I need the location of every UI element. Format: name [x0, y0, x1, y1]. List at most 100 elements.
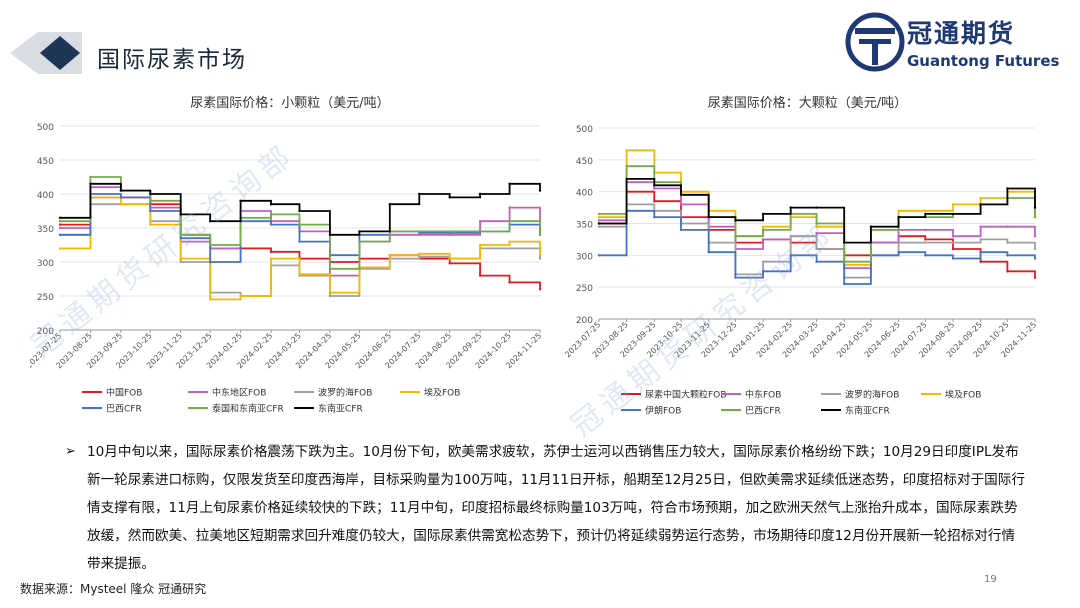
data-point — [679, 203, 683, 206]
data-point — [269, 250, 273, 253]
data-point — [58, 216, 62, 219]
data-point — [789, 206, 792, 209]
logo-chinese-name: 冠通期货 — [907, 19, 1016, 48]
y-tick-label: 400 — [576, 189, 593, 199]
data-point — [388, 203, 392, 206]
data-point — [815, 222, 818, 225]
data-point — [179, 213, 182, 216]
data-point — [418, 192, 421, 196]
page-title: 国际尿素市场 — [97, 47, 247, 73]
legend-label: 中国FOB — [106, 387, 142, 399]
data-point — [538, 288, 542, 291]
data-point — [761, 238, 765, 241]
data-point — [924, 241, 927, 244]
data-point — [951, 235, 955, 238]
data-point — [478, 230, 482, 233]
data-point — [1033, 257, 1037, 260]
data-point — [1033, 215, 1037, 219]
data-point — [149, 223, 152, 226]
data-point — [179, 260, 182, 264]
data-point — [653, 184, 656, 187]
data-point — [119, 203, 123, 206]
series-line — [60, 196, 541, 301]
data-point — [298, 209, 301, 213]
data-point — [269, 257, 273, 260]
logo-emblem-icon — [845, 12, 905, 72]
y-tick-label: 200 — [576, 316, 593, 326]
data-point — [508, 240, 511, 243]
data-point — [979, 260, 982, 263]
data-point — [149, 209, 152, 213]
data-point — [1006, 241, 1009, 244]
data-point — [58, 220, 62, 223]
data-point — [58, 226, 62, 230]
legend-label: 巴西CFR — [106, 404, 142, 415]
data-point — [418, 233, 421, 236]
analysis-paragraph: ➢ 10月中旬以来，国际尿素价格震荡下跌为主。10月份下旬，欧美需求疲软，苏伊士… — [65, 438, 1025, 578]
data-point — [328, 267, 332, 270]
analysis-text: 10月中旬以来，国际尿素价格震荡下跌为主。10月份下旬，欧美需求疲软，苏伊士运河… — [87, 444, 1025, 572]
data-point — [842, 241, 846, 244]
data-point — [625, 165, 628, 168]
data-point — [208, 260, 212, 264]
data-point — [679, 193, 683, 197]
data-point — [597, 212, 601, 216]
data-point — [269, 213, 273, 216]
data-point — [448, 230, 451, 233]
data-point — [508, 247, 511, 250]
data-point — [951, 247, 955, 251]
data-point — [1006, 187, 1009, 190]
y-tick-label: 450 — [576, 157, 593, 167]
data-point — [149, 192, 152, 196]
data-point — [239, 199, 242, 202]
legend-label: 巴西CFR — [745, 406, 781, 417]
y-tick-label: 300 — [37, 259, 54, 269]
data-point — [179, 257, 182, 260]
data-point — [149, 199, 152, 202]
data-point — [328, 294, 332, 298]
legend-label: 中东地区FOB — [212, 387, 266, 399]
data-point — [508, 220, 511, 223]
title-diamond-icon — [10, 32, 82, 74]
data-point — [815, 225, 818, 228]
logo-english-name: Guantong Futures — [907, 52, 1060, 70]
data-point — [478, 243, 482, 247]
data-point — [538, 189, 542, 192]
data-point — [761, 270, 765, 273]
data-point — [89, 175, 92, 179]
data-point — [58, 223, 62, 226]
data-point — [951, 257, 955, 260]
chart-plot: 2002503003504004505002023-07-252023-08-2… — [563, 125, 1038, 417]
legend-label: 东南亚CFR — [318, 403, 363, 415]
data-point — [58, 233, 62, 236]
data-point — [298, 273, 301, 276]
data-point — [1033, 276, 1037, 279]
data-point — [298, 240, 301, 243]
data-point — [388, 254, 392, 257]
data-point — [679, 228, 683, 232]
data-point — [328, 233, 332, 236]
legend-label: 中东FOB — [745, 389, 781, 401]
data-point — [815, 231, 818, 235]
data-point — [597, 254, 601, 257]
data-point — [924, 209, 927, 212]
data-point — [789, 254, 792, 257]
page-number: 19 — [984, 574, 997, 585]
data-point — [625, 149, 628, 152]
data-point — [897, 241, 900, 244]
y-tick-label: 450 — [37, 157, 54, 167]
data-point — [448, 262, 451, 265]
y-tick-label: 500 — [37, 123, 54, 133]
data-point — [478, 192, 482, 196]
data-point — [328, 291, 332, 294]
data-point — [625, 177, 628, 181]
legend-label: 泰国和东南亚CFR — [212, 403, 284, 415]
y-tick-label: 350 — [37, 225, 54, 235]
data-point — [119, 196, 123, 199]
data-source: 数据来源：Mysteel 隆众 冠通研究 — [20, 582, 207, 596]
page-header: 国际尿素市场 冠通期货 Guantong Futures — [0, 0, 1080, 85]
data-point — [924, 212, 927, 216]
data-point — [653, 215, 656, 219]
data-point — [734, 276, 737, 279]
data-point — [508, 182, 511, 185]
